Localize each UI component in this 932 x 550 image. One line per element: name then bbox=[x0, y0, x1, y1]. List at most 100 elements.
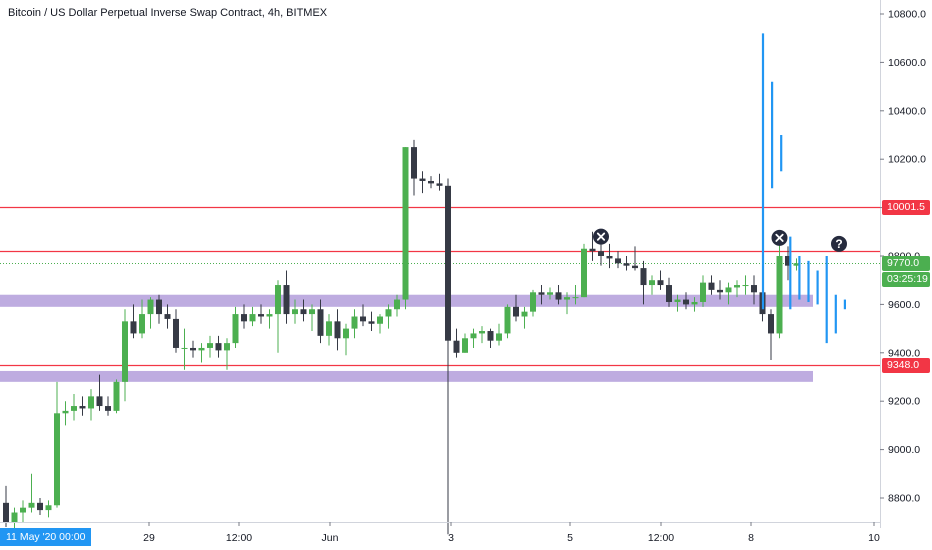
candle-body bbox=[351, 316, 358, 329]
candle-body bbox=[623, 263, 630, 266]
candle-body bbox=[71, 406, 77, 411]
time-tick-label: 10 bbox=[868, 532, 880, 544]
candle-body bbox=[751, 285, 757, 293]
candle-body bbox=[164, 314, 171, 319]
candle-body bbox=[394, 299, 400, 310]
candle-body bbox=[445, 185, 451, 341]
candle-body bbox=[62, 410, 69, 414]
candle-body bbox=[487, 331, 494, 341]
candle-body bbox=[54, 413, 60, 506]
price-tick-label: 10200.0 bbox=[888, 154, 926, 166]
candle-body bbox=[640, 268, 647, 286]
price-tick-label: 10600.0 bbox=[888, 57, 926, 69]
support-price-label: 9348.0 bbox=[882, 357, 930, 373]
candle-body bbox=[521, 311, 528, 317]
time-tick-label: 8 bbox=[748, 532, 754, 544]
candle-body bbox=[776, 256, 783, 334]
candle-body bbox=[224, 343, 230, 351]
candle-body bbox=[88, 396, 94, 409]
zones-layer bbox=[0, 294, 813, 382]
x-mark bbox=[596, 232, 606, 241]
candle-body bbox=[674, 299, 681, 302]
candle-body bbox=[385, 309, 392, 317]
question-mark: ? bbox=[835, 237, 842, 251]
candle-body bbox=[496, 333, 502, 341]
candle-body bbox=[785, 256, 791, 266]
candle-body bbox=[708, 282, 715, 290]
candle-body bbox=[572, 297, 579, 299]
candle-body bbox=[734, 285, 740, 288]
price-tick-label: 10800.0 bbox=[888, 9, 926, 21]
candle-body bbox=[258, 314, 264, 317]
time-tick-label: Jun bbox=[322, 532, 339, 544]
candle-body bbox=[292, 309, 298, 315]
candle-body bbox=[504, 306, 511, 334]
x-mark bbox=[775, 233, 784, 242]
candle-body bbox=[343, 328, 349, 339]
candle-body bbox=[402, 147, 409, 300]
candle-body bbox=[249, 314, 256, 322]
candle-body bbox=[173, 318, 179, 348]
candle-body bbox=[334, 321, 341, 339]
candle-body bbox=[28, 502, 35, 508]
candle-body bbox=[113, 381, 120, 411]
candle-body bbox=[190, 347, 196, 351]
candle-body bbox=[768, 314, 774, 334]
time-tick-label: 5 bbox=[567, 532, 573, 544]
candle-body bbox=[377, 316, 383, 324]
candle-body bbox=[598, 251, 604, 256]
candle-body bbox=[589, 248, 596, 252]
candle-body bbox=[266, 314, 273, 317]
candle-body bbox=[683, 299, 689, 305]
candle-body bbox=[360, 316, 366, 322]
candle-body bbox=[181, 347, 188, 349]
candle-body bbox=[215, 343, 222, 351]
candle-body bbox=[649, 280, 655, 286]
candle-body bbox=[691, 301, 698, 305]
candle-body bbox=[428, 180, 434, 184]
zone-1 bbox=[0, 370, 813, 382]
candle-body bbox=[581, 248, 587, 298]
candle-body bbox=[156, 299, 162, 315]
price-tick-label: 10400.0 bbox=[888, 105, 926, 117]
price-tick-label: 9200.0 bbox=[888, 396, 920, 408]
candle-body bbox=[479, 331, 485, 334]
candle-body bbox=[513, 306, 519, 317]
candle-body bbox=[96, 396, 103, 407]
candle-body bbox=[717, 289, 723, 293]
candle-body bbox=[283, 285, 290, 315]
candle-body bbox=[232, 314, 239, 344]
candle-body bbox=[3, 502, 9, 523]
markers-layer: ? bbox=[593, 228, 847, 252]
candle-body bbox=[419, 178, 426, 181]
price-tick-label: 8800.0 bbox=[888, 493, 920, 505]
candle-body bbox=[309, 309, 315, 315]
candle-body bbox=[742, 285, 749, 287]
candle-body bbox=[368, 321, 375, 324]
candle-body bbox=[207, 343, 213, 348]
candle-body bbox=[530, 292, 536, 312]
resistance-price-label: 10001.5 bbox=[882, 199, 930, 215]
chart-title: Bitcoin / US Dollar Perpetual Inverse Sw… bbox=[8, 7, 328, 19]
candle-body bbox=[326, 321, 332, 336]
price-tick-label: 9400.0 bbox=[888, 347, 920, 359]
candle-body bbox=[555, 292, 562, 300]
candle-body bbox=[241, 314, 247, 322]
candle-body bbox=[147, 299, 154, 315]
candle-body bbox=[793, 263, 800, 266]
bar-countdown-label: 03:25:19 bbox=[882, 271, 930, 287]
candle-body bbox=[198, 347, 205, 351]
candle-body bbox=[470, 333, 477, 339]
candle-body bbox=[79, 406, 86, 409]
candle-body bbox=[462, 338, 468, 353]
candles-layer bbox=[3, 139, 800, 535]
time-axis[interactable]: 29 12:00 Jun 3 5 12:00 8 10 bbox=[143, 522, 880, 544]
candle-body bbox=[453, 340, 460, 353]
candle-body bbox=[700, 282, 706, 302]
candle-body bbox=[538, 292, 545, 295]
candle-body bbox=[20, 507, 26, 513]
candle-body bbox=[564, 297, 570, 300]
candle-body bbox=[275, 285, 281, 315]
